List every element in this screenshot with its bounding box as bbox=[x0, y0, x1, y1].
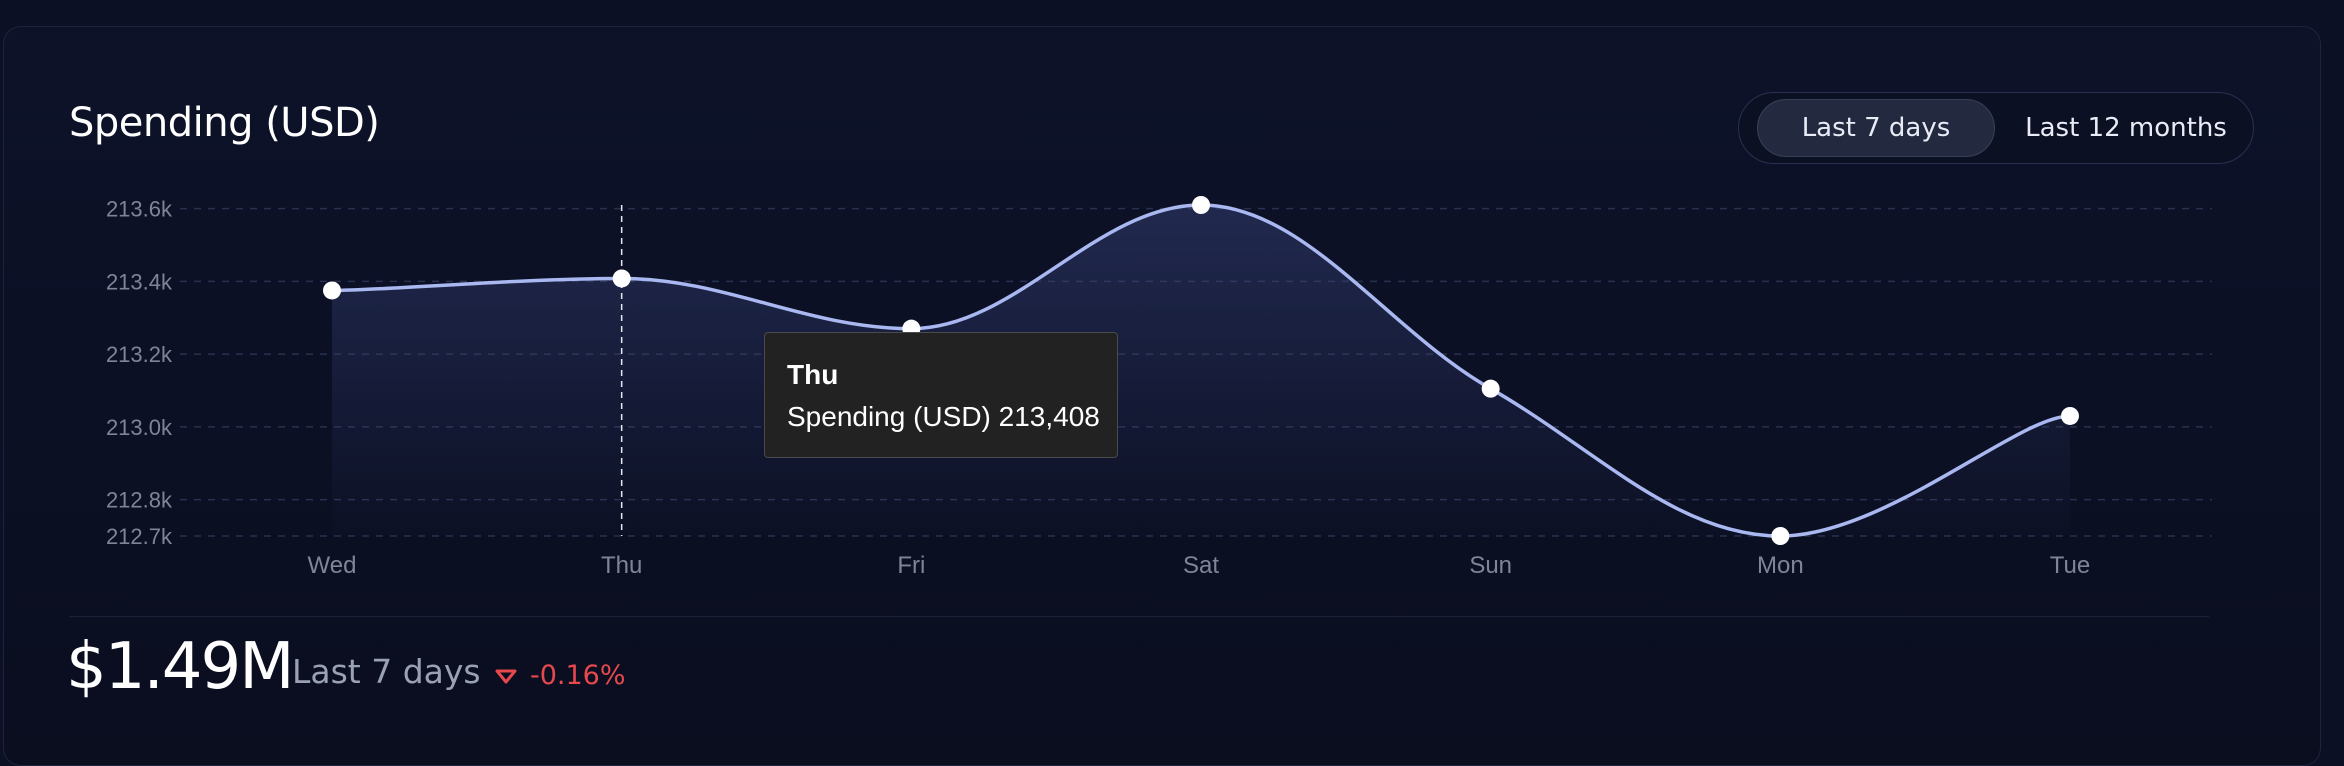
range-last-7-days-button[interactable]: Last 7 days bbox=[1757, 99, 1995, 157]
x-tick-label: Mon bbox=[1757, 552, 1804, 579]
range-toggle: Last 7 days Last 12 months bbox=[1738, 92, 2254, 164]
chart-title: Spending (USD) bbox=[69, 100, 380, 146]
y-tick-label: 213.0k bbox=[106, 415, 173, 440]
x-tick-label: Tue bbox=[2050, 552, 2090, 579]
tooltip-series-label: Spending (USD) bbox=[787, 401, 991, 432]
tooltip-value-line: Spending (USD) 213,408 bbox=[787, 401, 1100, 433]
x-tick-label: Thu bbox=[601, 552, 642, 579]
x-tick-label: Sat bbox=[1183, 552, 1219, 579]
series-area bbox=[332, 205, 2070, 536]
chart-tooltip: Thu Spending (USD) 213,408 bbox=[764, 332, 1118, 458]
y-tick-label: 212.7k bbox=[106, 524, 173, 549]
y-tick-label: 213.6k bbox=[106, 197, 173, 222]
change-indicator: -0.16% bbox=[494, 660, 626, 691]
x-tick-label: Wed bbox=[308, 552, 357, 579]
x-tick-label: Sun bbox=[1469, 552, 1512, 579]
spending-chart: 213.6k 213.4k 213.2k 213.0k 212.8k 212.7k Wed… bbox=[106, 196, 2212, 579]
range-last-12-months-button[interactable]: Last 12 months bbox=[2025, 113, 2227, 143]
tooltip-value: 213,408 bbox=[998, 401, 1100, 432]
change-percent: -0.16% bbox=[530, 660, 626, 691]
data-point-sun[interactable] bbox=[1481, 379, 1500, 398]
total-spending-value: $1.49M bbox=[66, 630, 294, 704]
caret-down-icon bbox=[495, 669, 517, 683]
summary-divider bbox=[69, 616, 2209, 617]
y-tick-label: 213.2k bbox=[106, 342, 173, 367]
data-point-sat[interactable] bbox=[1192, 196, 1210, 214]
data-point-thu[interactable] bbox=[612, 269, 631, 288]
data-point-tue[interactable] bbox=[2061, 406, 2079, 425]
summary-period-label: Last 7 days bbox=[292, 652, 481, 691]
y-tick-label: 213.4k bbox=[106, 269, 173, 294]
y-tick-label: 212.8k bbox=[106, 488, 173, 513]
data-point-mon[interactable] bbox=[1771, 527, 1790, 545]
x-tick-label: Fri bbox=[897, 552, 925, 579]
data-point-wed[interactable] bbox=[323, 281, 341, 300]
tooltip-category: Thu bbox=[787, 359, 839, 390]
